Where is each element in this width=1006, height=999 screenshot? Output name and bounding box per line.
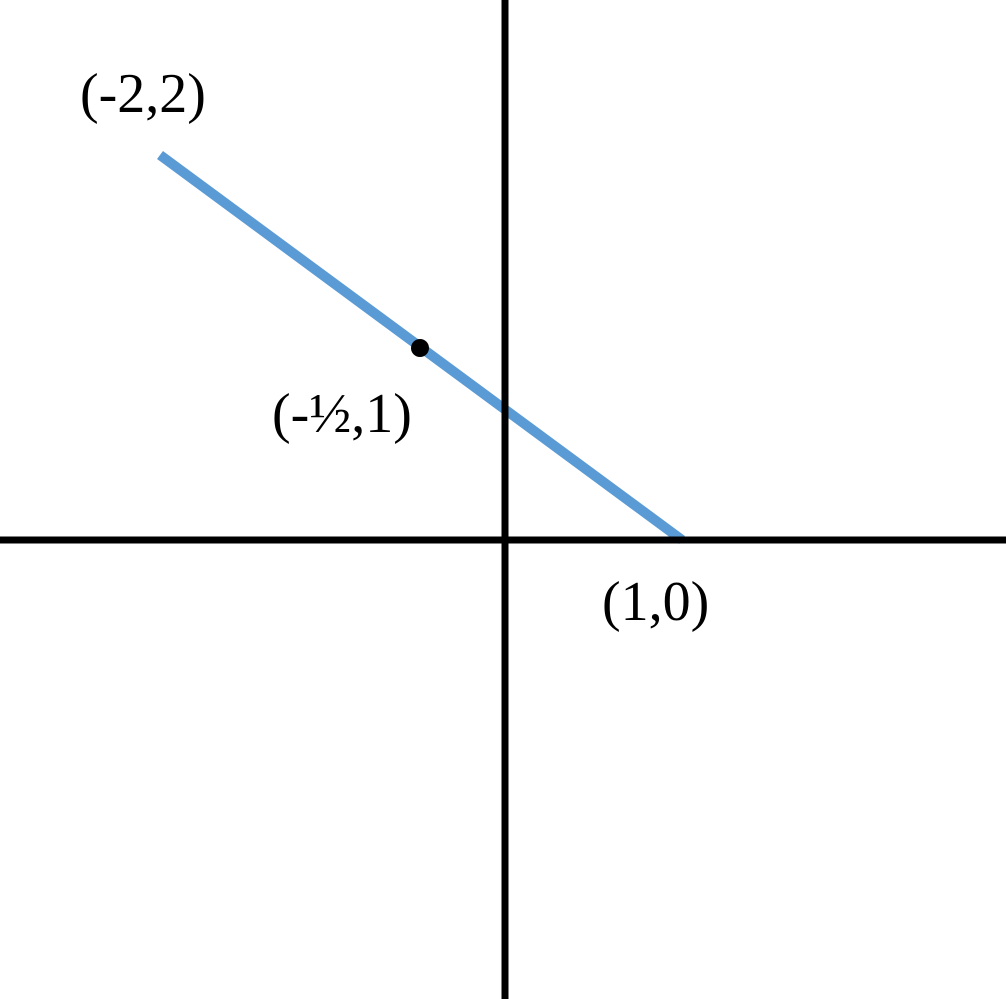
point-label-p1: (-2,2) <box>80 63 206 125</box>
chart-svg: (-2,2) (-½,1) (1,0) <box>0 0 1006 999</box>
point-label-p2: (1,0) <box>602 571 709 633</box>
coordinate-plane-chart: (-2,2) (-½,1) (1,0) <box>0 0 1006 999</box>
midpoint-marker <box>411 339 429 357</box>
point-label-mid: (-½,1) <box>272 383 412 445</box>
